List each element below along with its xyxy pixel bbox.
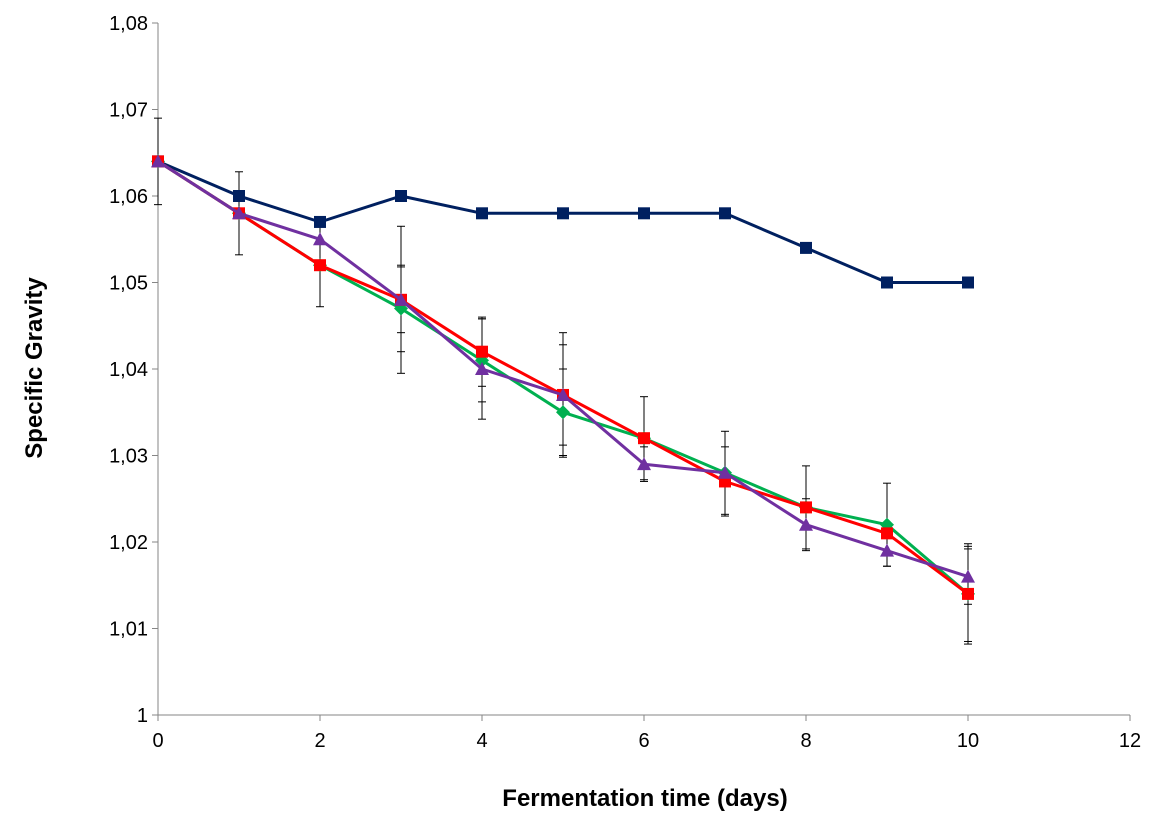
y-tick-label: 1,01	[109, 619, 148, 641]
data-point	[476, 207, 488, 220]
y-tick-label: 1,03	[109, 446, 148, 468]
data-point	[880, 543, 894, 557]
y-tick-label: 1,05	[109, 273, 148, 295]
data-point	[881, 527, 893, 540]
data-point	[314, 215, 326, 228]
data-point	[719, 207, 731, 220]
y-tick-label: 1	[137, 705, 148, 727]
x-tick-label: 12	[1119, 730, 1141, 752]
data-point	[638, 432, 650, 445]
x-tick-label: 10	[957, 730, 979, 752]
y-tick-label: 1,07	[109, 100, 148, 122]
series-line	[157, 160, 968, 284]
y-tick-label: 1,04	[109, 359, 148, 381]
data-point	[881, 276, 893, 289]
data-point	[151, 154, 165, 168]
data-point	[475, 362, 489, 375]
y-axis-title: Specific Gravity	[21, 277, 48, 459]
data-point	[556, 405, 570, 420]
x-axis-title: Fermentation time (days)	[502, 785, 787, 812]
axes: 1 1,01 1,02 1,03 1,04 1,05 1,06 1,07 1,08 0 2 4 6 8 10…	[109, 13, 1141, 752]
data-point	[394, 292, 408, 306]
data-point	[962, 276, 974, 289]
data-point	[718, 465, 732, 479]
series-1	[152, 155, 974, 289]
series-4	[151, 154, 975, 583]
y-tick-label: 1,08	[109, 13, 148, 35]
x-tick-label: 6	[638, 730, 649, 752]
data-point	[638, 207, 650, 220]
x-tick-label: 8	[800, 730, 811, 752]
data-point	[232, 206, 246, 220]
data-point	[961, 569, 975, 583]
data-point	[799, 517, 813, 531]
data-point	[637, 457, 651, 471]
data-point	[395, 190, 407, 202]
data-point	[313, 232, 327, 246]
x-tick-label: 4	[476, 730, 487, 752]
data-series	[151, 154, 975, 601]
data-point	[314, 259, 326, 272]
data-point	[800, 241, 812, 254]
data-point	[557, 207, 569, 220]
data-point	[800, 501, 812, 514]
x-tick-label: 2	[314, 730, 325, 752]
data-point	[962, 587, 974, 600]
error-bars	[154, 117, 972, 645]
y-tick-label: 1,02	[109, 532, 148, 554]
data-point	[233, 190, 245, 202]
y-tick-label: 1,06	[109, 186, 148, 208]
data-point	[556, 387, 570, 401]
data-point	[476, 345, 488, 358]
x-tick-label: 0	[152, 730, 163, 752]
